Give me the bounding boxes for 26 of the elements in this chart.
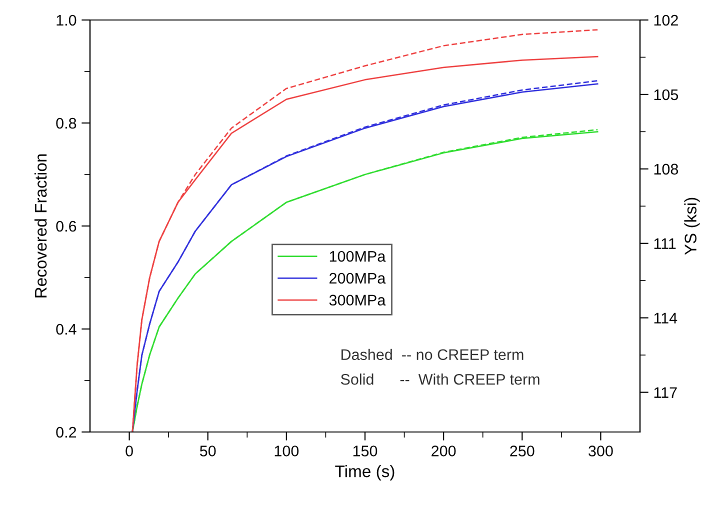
x-tick-label: 300 — [588, 446, 613, 456]
x-tick-label: 250 — [510, 446, 534, 456]
y2-tick-label: 108 — [654, 164, 678, 175]
x-axis-title: Time (s) — [335, 464, 394, 481]
legend-label: 200MPa — [330, 272, 386, 284]
x-tick-label: 50 — [200, 446, 216, 456]
x-tick-label: 150 — [353, 446, 378, 456]
y2-tick-label: 117 — [654, 387, 677, 398]
y-axis-title: Recovered Fraction — [34, 154, 47, 298]
annotation: Solid -- With CREEP term — [340, 374, 540, 385]
y-tick-label: 0.8 — [56, 118, 76, 129]
y2-tick-label: 105 — [654, 89, 678, 100]
y2-tick-label: 102 — [654, 14, 678, 26]
y-tick-label: 0.6 — [56, 220, 76, 232]
legend-label: 300MPa — [329, 294, 386, 306]
x-tick-label: 200 — [432, 446, 456, 456]
y2-axis-title: YS (ksi) — [684, 198, 700, 255]
y2-tick-label: 111 — [654, 238, 676, 249]
y-tick-label: 1.0 — [56, 14, 76, 26]
y-tick-label: 0.4 — [56, 324, 76, 335]
x-tick-label: 100 — [274, 446, 299, 456]
x-tick-label: 0 — [126, 446, 133, 456]
y2-tick-label: 114 — [654, 312, 678, 324]
y-tick-label: 0.2 — [56, 426, 76, 438]
legend-label: 100MPa — [330, 250, 386, 262]
annotation: Dashed -- no CREEP term — [342, 348, 524, 360]
